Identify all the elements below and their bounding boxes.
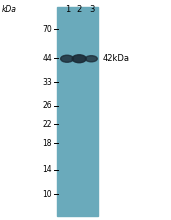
Bar [57,7,98,216]
Text: kDa: kDa [2,6,17,14]
Text: 3: 3 [89,6,94,14]
Text: 10: 10 [43,190,52,198]
Text: 2: 2 [77,6,82,14]
Text: 18: 18 [43,139,52,148]
Ellipse shape [85,56,97,62]
Text: 42kDa: 42kDa [103,54,130,63]
Ellipse shape [61,55,73,62]
Text: 33: 33 [42,78,52,86]
Ellipse shape [72,55,86,63]
Text: 22: 22 [43,120,52,129]
Text: 70: 70 [42,25,52,33]
Text: 44: 44 [42,54,52,63]
Text: 14: 14 [43,165,52,174]
Text: 1: 1 [65,6,70,14]
Text: 26: 26 [43,101,52,110]
